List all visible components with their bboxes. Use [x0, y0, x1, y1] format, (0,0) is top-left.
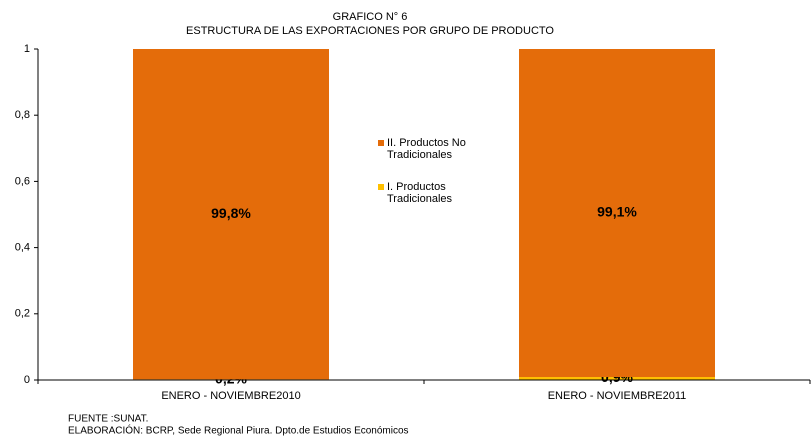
y-tick-label: 0: [24, 374, 30, 386]
bar-segment: [519, 377, 715, 380]
source-note: FUENTE :SUNAT.: [68, 414, 148, 425]
x-tick-label: ENERO - NOVIEMBRE2011: [548, 390, 687, 402]
chart-title: GRAFICO N° 6: [333, 11, 408, 23]
legend-entry: II. Productos No Tradicionales: [378, 137, 508, 161]
legend-entry: I. Productos Tradicionales: [378, 181, 508, 205]
legend-swatch: [378, 184, 384, 190]
x-tick-label: ENERO - NOVIEMBRE2010: [161, 390, 300, 402]
chart-subtitle: ESTRUCTURA DE LAS EXPORTACIONES POR GRUP…: [186, 25, 554, 37]
y-tick-label: 0,4: [15, 242, 30, 254]
y-tick-label: 0,2: [15, 308, 30, 320]
y-tick-label: 0,8: [15, 109, 30, 121]
y-tick-label: 0,6: [15, 175, 30, 187]
legend-label: I. Productos Tradicionales: [387, 181, 453, 205]
legend-swatch: [378, 140, 384, 146]
y-tick-label: 1: [24, 43, 30, 55]
bar-segment: [519, 49, 715, 378]
legend-label: II. Productos No Tradicionales: [387, 137, 466, 161]
data-label: 99,1%: [597, 204, 637, 220]
credit-note: ELABORACIÓN: BCRP, Sede Regional Piura. …: [68, 424, 409, 437]
bar-segment: [133, 49, 329, 380]
data-label: 99,8%: [211, 205, 251, 221]
